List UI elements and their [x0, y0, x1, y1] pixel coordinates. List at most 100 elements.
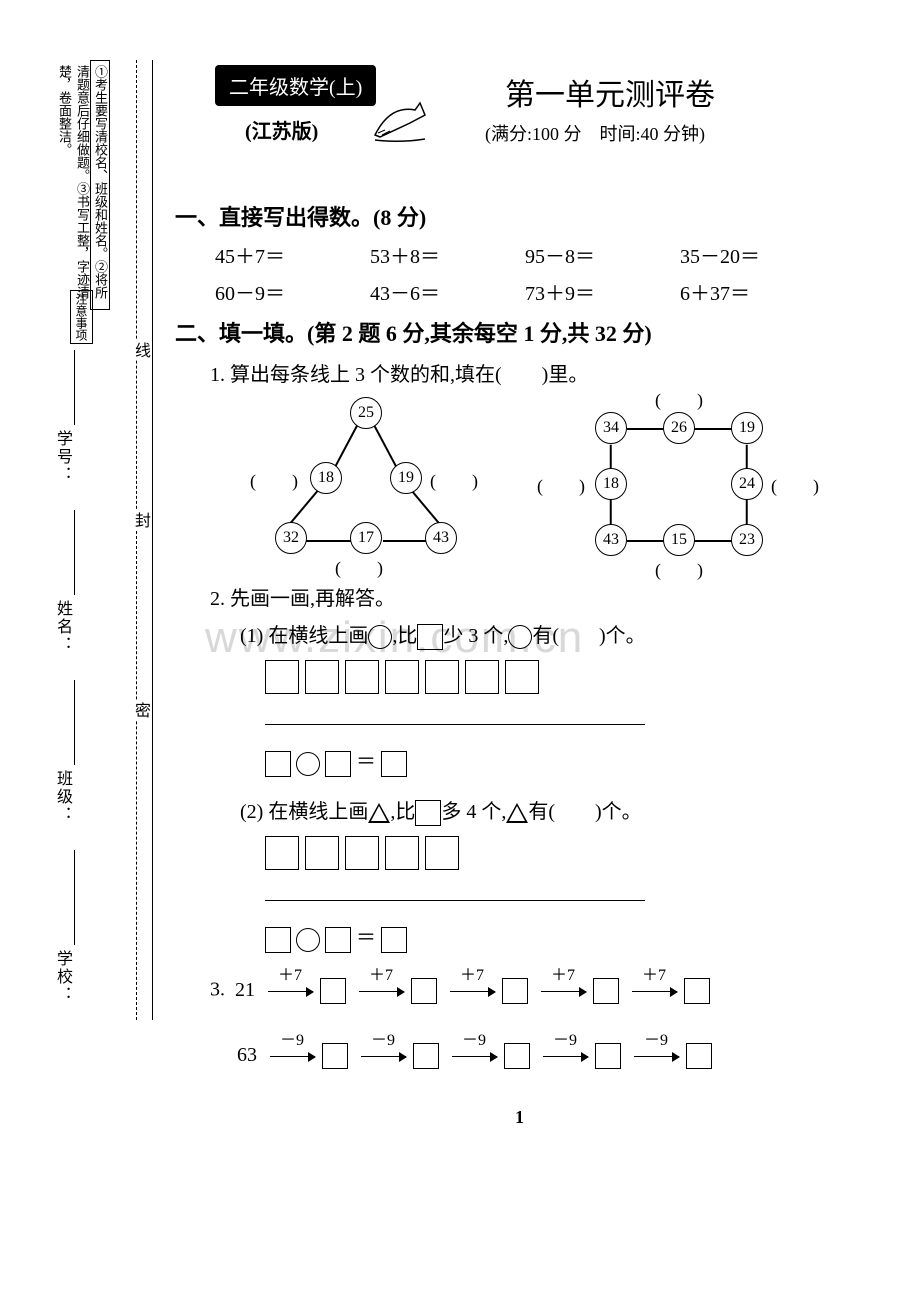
paren: ( ): [771, 472, 819, 498]
box: [595, 1043, 621, 1069]
aseg: ＋7: [351, 979, 411, 1002]
eq-row: ＝: [265, 745, 855, 776]
arrow-icon: [268, 991, 313, 993]
tri-botM: 17: [350, 522, 382, 554]
p5: 60－9＝: [215, 277, 365, 306]
box: [684, 978, 710, 1004]
arrow-icon: [450, 991, 495, 993]
sq-tm: 26: [663, 412, 695, 444]
op: －9: [626, 1026, 686, 1050]
op: －9: [444, 1026, 504, 1050]
t: 多 4 个,: [441, 801, 506, 823]
paren: ( ): [430, 467, 478, 493]
aseg: －9: [353, 1044, 413, 1067]
paren: ( ): [537, 472, 585, 498]
aseg: －9: [626, 1044, 686, 1067]
aseg: －9: [444, 1044, 504, 1067]
t: ,比: [390, 801, 415, 823]
box: [425, 836, 459, 870]
aseg: －9: [535, 1044, 595, 1067]
aseg: ＋7: [442, 979, 502, 1002]
op: ＋7: [351, 961, 411, 985]
t: 有( )个。: [528, 801, 641, 823]
notes-text: ①考生要写清校名、班级和姓名。②将所清题意后仔细做题。③书写工整，字迹清楚，卷面…: [90, 60, 110, 310]
paren: ( ): [250, 467, 298, 493]
p6: 43－6＝: [370, 277, 520, 306]
circle-icon: [368, 625, 392, 649]
line-xuexiao: [74, 850, 75, 945]
p2: 53＋8＝: [370, 240, 520, 269]
arrow-icon: [543, 1056, 588, 1058]
t: (2) 在横线上画: [240, 801, 368, 823]
box: [325, 751, 351, 777]
line-banji: [74, 680, 75, 765]
field-xuehao: 学号：: [50, 430, 74, 484]
arrow-icon: [632, 991, 677, 993]
box: [345, 660, 379, 694]
box: [322, 1043, 348, 1069]
circle-icon: [296, 928, 320, 952]
header: 二年级数学(上) (江苏版) 第一单元测评卷 (满分:100 分 时间:40 分…: [175, 65, 855, 165]
box: [345, 836, 379, 870]
arrow-icon: [541, 991, 586, 993]
box: [505, 660, 539, 694]
arrow-icon: [359, 991, 404, 993]
q2-2: (2) 在横线上画 ,比 多 4 个, 有( )个。: [240, 795, 855, 826]
left-gutter: ①考生要写清校名、班级和姓名。②将所清题意后仔细做题。③书写工整，字迹清楚，卷面…: [50, 60, 150, 1020]
arrow-icon: [361, 1056, 406, 1058]
diagrams: 25 18 19 32 17 43 ( ) ( ) ( ) 34 26 19 1…: [175, 392, 855, 572]
field-banji: 班级：: [50, 770, 74, 824]
sq-tl: 34: [595, 412, 627, 444]
t: (1) 在横线上画: [240, 625, 368, 647]
t: 有( )个。: [532, 625, 645, 647]
sec1-heading: 一、直接写出得数。(8 分): [175, 200, 855, 232]
sec1-row1: 45＋7＝ 53＋8＝ 95－8＝ 35－20＝: [215, 240, 855, 269]
box: [465, 660, 499, 694]
box: [320, 978, 346, 1004]
q1-text: 1. 算出每条线上 3 个数的和,填在( )里。: [210, 358, 855, 387]
pen-icon: [370, 95, 430, 145]
q3-chain2: 63 －9 －9 －9 －9 －9: [237, 1043, 855, 1083]
score-time: (满分:100 分 时间:40 分钟): [485, 120, 705, 146]
op: ＋7: [624, 961, 684, 985]
notes-label: 注意事项: [70, 290, 93, 344]
tri-midL: 18: [310, 462, 342, 494]
t: ,比: [392, 625, 417, 647]
square-icon: [415, 800, 441, 826]
sec1-row2: 60－9＝ 43－6＝ 73＋9＝ 6＋37＝: [215, 277, 855, 306]
box: [381, 751, 407, 777]
answer-line: [265, 724, 645, 725]
paren: ( ): [655, 556, 703, 582]
tri-top: 25: [350, 397, 382, 429]
op: ＋7: [533, 961, 593, 985]
aseg: ＋7: [260, 979, 320, 1002]
box: [411, 978, 437, 1004]
tri-botL: 32: [275, 522, 307, 554]
p3: 95－8＝: [525, 240, 675, 269]
main-content: 二年级数学(上) (江苏版) 第一单元测评卷 (满分:100 分 时间:40 分…: [175, 65, 855, 1083]
box: [385, 660, 419, 694]
start1: 21: [235, 979, 255, 1002]
edition-label: (江苏版): [245, 115, 318, 144]
q3-chain1: 3. 21 ＋7 ＋7 ＋7 ＋7 ＋7: [210, 978, 855, 1018]
op: ＋7: [442, 961, 502, 985]
sq-mr: 24: [731, 468, 763, 500]
q2-text: 2. 先画一画,再解答。: [210, 582, 855, 611]
triangle-icon: [506, 803, 528, 823]
start2: 63: [237, 1044, 257, 1067]
solid-line: [152, 60, 153, 1020]
sec2-heading: 二、填一填。(第 2 题 6 分,其余每空 1 分,共 32 分): [175, 316, 855, 348]
arrow-icon: [270, 1056, 315, 1058]
line-xingming: [74, 510, 75, 595]
grade-badge: 二年级数学(上): [215, 65, 376, 106]
arrow-icon: [452, 1056, 497, 1058]
op: ＋7: [260, 961, 320, 985]
q2-1: (1) 在横线上画,比少 3 个,有( )个。: [240, 619, 855, 650]
box: [593, 978, 619, 1004]
field-xingming: 姓名：: [50, 600, 74, 654]
op: －9: [535, 1026, 595, 1050]
paren: ( ): [655, 386, 703, 412]
tri-midR: 19: [390, 462, 422, 494]
box: [385, 836, 419, 870]
aseg: －9: [262, 1044, 322, 1067]
